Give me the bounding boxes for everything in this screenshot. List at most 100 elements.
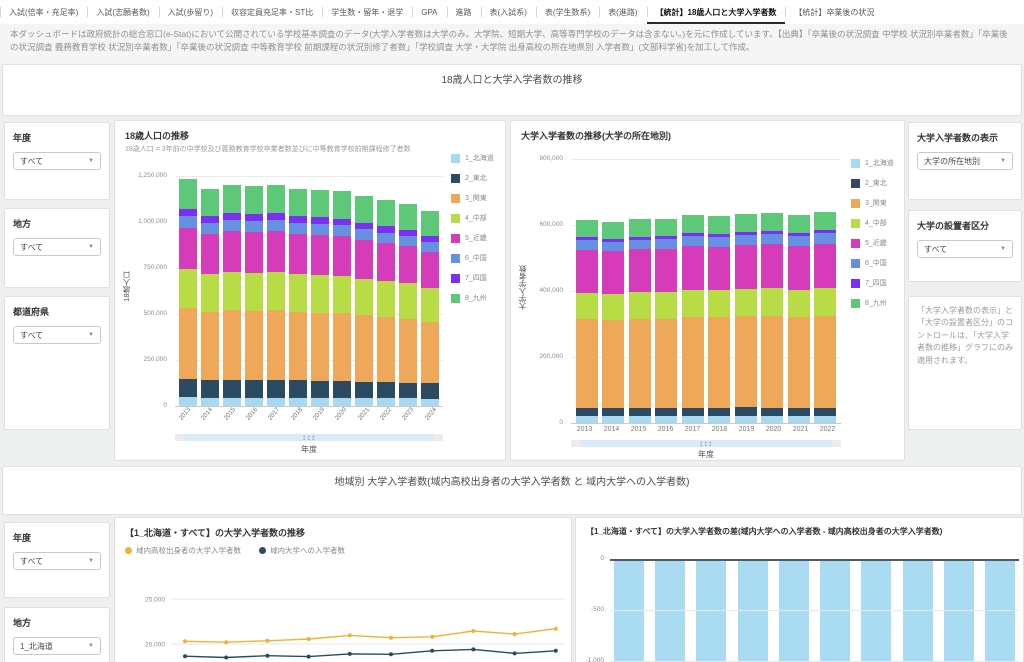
diff-bar-2022[interactable] [984,561,1015,662]
founder-type-dropdown[interactable]: すべて ▼ [917,240,1013,258]
line-legend-item[interactable]: 域内大学への入学者数 [259,545,345,556]
bar-segment [267,397,285,406]
tab[interactable]: 学生数・留年・退学 [322,0,412,24]
y-axis-ticks: 0 200,000 400,000 600,000 800,000 [511,155,567,426]
bar-segment [223,310,241,380]
tab[interactable]: 表(進路) [599,0,646,24]
region-dropdown[interactable]: すべて ▼ [13,238,101,256]
bar-segment [201,397,219,406]
bar-2013[interactable] [179,179,197,406]
bar-2019[interactable] [311,189,329,406]
bar-2016[interactable] [245,186,263,406]
line-legend-item[interactable]: 域内高校出身者の大学入学者数 [125,545,241,556]
bar-2020[interactable] [761,212,784,423]
legend-item[interactable]: 1_北海道 [451,153,494,163]
bar-2016[interactable] [655,218,678,423]
diff-bar-2014[interactable] [655,561,686,662]
bar-2017[interactable] [681,215,704,423]
bar-2021[interactable] [355,195,373,406]
bar-2019[interactable] [734,213,757,423]
diff-bar-2016[interactable] [737,561,768,662]
y-tick-label: 800,000 [539,155,564,162]
legend-item[interactable]: 7_四国 [851,278,894,288]
diff-bar-2018[interactable] [820,561,851,662]
bar-segment [421,235,439,242]
bar-2015[interactable] [223,184,241,406]
bar-2014[interactable] [602,221,625,423]
tab[interactable]: 収容定員充足率・ST比 [221,0,322,24]
legend-item[interactable]: 4_中部 [851,218,894,228]
bar-2013[interactable] [575,220,598,423]
tab[interactable]: 表(学生数系) [535,0,599,24]
legend-item[interactable]: 2_東北 [451,173,494,183]
legend-item[interactable]: 8_九州 [851,298,894,308]
diff-bar-2015[interactable] [696,561,727,662]
bar-segment [734,231,757,235]
bar-2018[interactable] [289,188,307,406]
legend-item[interactable]: 5_近畿 [851,238,894,248]
legend-item[interactable]: 3_関東 [451,193,494,203]
legend-swatch [451,253,460,263]
bar-segment [179,397,197,406]
legend-item[interactable]: 7_四国 [451,273,494,283]
bar-segment [734,416,757,423]
tab[interactable]: GPA [412,0,446,24]
region-dropdown-2[interactable]: 1_北海道 ▼ [13,637,101,655]
diff-bar-2017[interactable] [778,561,809,662]
year-dropdown[interactable]: すべて ▼ [13,152,101,170]
legend-item[interactable]: 4_中部 [451,213,494,223]
year-dropdown-2[interactable]: すべて ▼ [13,552,101,570]
bar-segment [575,319,598,408]
bar-2023[interactable] [399,203,417,406]
x-tick-label: 2013 [576,426,593,433]
tab[interactable]: 【統計】卒業後の状況 [785,0,883,24]
bar-segment [628,249,651,293]
legend-item[interactable]: 1_北海道 [851,158,894,168]
tab[interactable]: 【統計】18歳人口と大学入学者数 [646,0,786,24]
legend-item[interactable]: 3_関東 [851,198,894,208]
bar-2018[interactable] [708,215,731,423]
bar-2017[interactable] [267,184,285,406]
legend-item[interactable]: 5_近畿 [451,233,494,243]
tab[interactable]: 入試(志願者数) [87,0,158,24]
legend-item[interactable]: 6_中国 [851,258,894,268]
diff-bar-2020[interactable] [902,561,933,662]
bar-segment [708,233,731,237]
x-tick-label: 2021 [792,426,809,433]
y-tick-label: 200,000 [539,353,564,360]
bar-2015[interactable] [628,219,651,423]
bar-2021[interactable] [787,215,810,423]
bar-2024[interactable] [421,210,439,406]
tab[interactable]: 表(入試系) [480,0,536,24]
bar-segment [201,273,219,312]
diff-bar-2013[interactable] [614,561,644,662]
bar-2022[interactable] [814,211,837,423]
tab[interactable]: 入試(倍率・充足率) [0,0,87,24]
display-mode-dropdown[interactable]: 大学の所在地別 ▼ [917,152,1013,170]
x-tick-label: 2020 [765,426,782,433]
bar-2020[interactable] [333,191,351,406]
bar-2022[interactable] [377,199,395,406]
legend-item[interactable]: 2_東北 [851,178,894,188]
tab[interactable]: 進路 [446,0,481,24]
diff-bar-2019[interactable] [861,561,892,662]
bar-2014[interactable] [201,188,219,406]
diff-bar-2021[interactable] [943,561,974,662]
control-card-founder-type: 大学の設置者区分 すべて ▼ [908,210,1022,282]
bar-segment [267,220,285,232]
prefecture-dropdown[interactable]: すべて ▼ [13,326,101,344]
tab[interactable]: 入試(歩留り) [158,0,222,24]
line-chart-svg[interactable]: 25,000 20,000 [115,558,571,662]
bar-segment [377,232,395,243]
control-card-display: 大学入学者数の表示 大学の所在地別 ▼ [908,122,1022,200]
bar-segment [708,416,731,423]
x-scrollbar[interactable] [175,434,443,441]
bar-segment [681,316,704,408]
legend-item[interactable]: 6_中国 [451,253,494,263]
x-tick-label: 2024 [423,406,438,422]
x-scrollbar[interactable] [571,440,841,447]
bar-segment [201,234,219,274]
legend-item[interactable]: 8_九州 [451,293,494,303]
bar-segment [267,231,285,272]
bar-row [175,176,443,406]
